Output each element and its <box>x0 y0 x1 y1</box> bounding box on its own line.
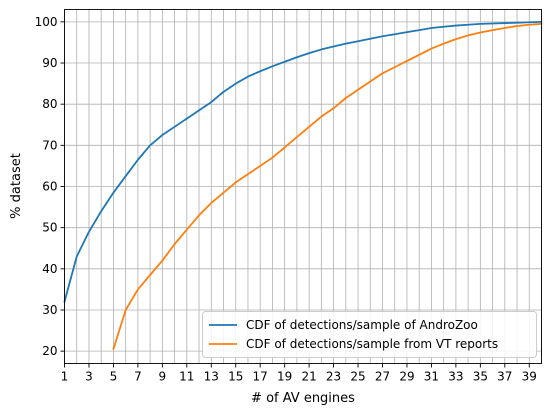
x-tick-label: 17 <box>253 370 268 384</box>
y-axis-ticks: 20 30 40 50 60 70 80 90 100 <box>35 15 65 358</box>
x-tick-label: 13 <box>204 370 219 384</box>
x-tick-label: 25 <box>350 370 365 384</box>
x-tick-label: 33 <box>448 370 463 384</box>
x-tick-label: 11 <box>179 370 194 384</box>
x-tick-label: 27 <box>375 370 390 384</box>
x-tick-label: 23 <box>326 370 341 384</box>
y-tick-label: 30 <box>42 303 57 317</box>
y-tick-label: 90 <box>42 56 57 70</box>
y-tick-label: 40 <box>42 262 57 276</box>
x-tick-label: 21 <box>301 370 316 384</box>
x-tick-label: 19 <box>277 370 292 384</box>
y-tick-label: 20 <box>42 344 57 358</box>
x-tick-label: 1 <box>61 370 69 384</box>
series-line-androzoo <box>63 20 543 303</box>
legend-label-vt-reports: CDF of detections/sample from VT reports <box>246 337 498 351</box>
series-lines <box>63 20 543 350</box>
y-axis-label: % dataset <box>9 153 24 219</box>
x-tick-label: 39 <box>522 370 537 384</box>
legend: CDF of detections/sample of AndroZoo CDF… <box>202 311 537 358</box>
y-tick-label: 70 <box>42 138 57 152</box>
x-tick-label: 9 <box>159 370 167 384</box>
y-tick-label: 50 <box>42 221 57 235</box>
x-tick-label: 29 <box>399 370 414 384</box>
legend-box <box>202 311 537 358</box>
x-tick-label: 5 <box>110 370 118 384</box>
x-tick-label: 15 <box>228 370 243 384</box>
x-tick-label: 31 <box>424 370 439 384</box>
y-tick-label: 80 <box>42 97 57 111</box>
series-line-vt-reports <box>112 23 543 350</box>
x-tick-label: 7 <box>134 370 142 384</box>
x-tick-label: 37 <box>497 370 512 384</box>
x-axis-ticks: 1 3 5 7 9 11 13 15 17 19 21 23 25 27 29 31 33 35 37 39 <box>61 363 537 384</box>
y-tick-label: 100 <box>35 15 58 29</box>
y-tick-label: 60 <box>42 180 57 194</box>
x-tick-label: 3 <box>85 370 93 384</box>
x-tick-label: 35 <box>473 370 488 384</box>
legend-label-androzoo: CDF of detections/sample of AndroZoo <box>246 318 478 332</box>
x-axis-label: # of AV engines <box>251 391 355 406</box>
grid <box>64 9 542 364</box>
